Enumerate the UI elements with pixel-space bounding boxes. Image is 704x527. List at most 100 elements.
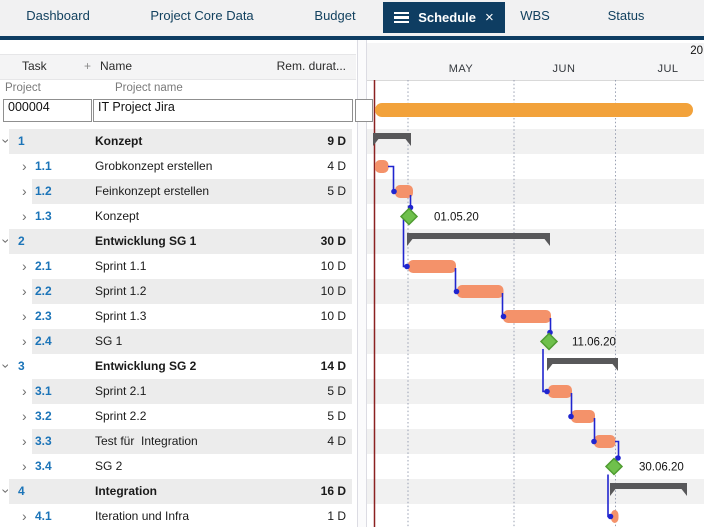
task-bar-2.3[interactable] — [503, 310, 551, 323]
task-id: 2.2 — [35, 284, 52, 298]
column-header-duration[interactable]: Rem. durat... — [276, 59, 346, 73]
task-bar-2.2[interactable] — [457, 285, 504, 298]
task-name: Entwicklung SG 1 — [95, 234, 197, 248]
duration-filter-input[interactable] — [355, 99, 373, 122]
gantt-month-label-may: MAY — [448, 63, 474, 75]
tab-status[interactable]: Status — [607, 8, 645, 23]
gantt-row-band — [367, 129, 704, 154]
task-row-1[interactable]: › 1 Konzept 9 D — [0, 129, 356, 154]
expand-icon[interactable]: › — [22, 158, 27, 174]
panel-splitter[interactable] — [357, 40, 367, 527]
tab-budget[interactable]: Budget — [314, 8, 356, 23]
task-name: SG 2 — [95, 459, 123, 473]
task-row-2.1[interactable]: › 2.1 Sprint 1.1 10 D — [0, 254, 356, 279]
task-row-3.2[interactable]: › 3.2 Sprint 2.2 5 D — [0, 404, 356, 429]
task-name: Konzept — [95, 209, 140, 223]
collapse-icon[interactable]: › — [0, 364, 14, 369]
expand-icon[interactable]: › — [22, 258, 27, 274]
task-row-3.3[interactable]: › 3.3 Test für Integration 4 D — [0, 429, 356, 454]
project-bar[interactable] — [375, 103, 693, 117]
task-row-1.3[interactable]: › 1.3 Konzept — [0, 204, 356, 229]
gantt-timeline-header: 20 MAY JUN JUL — [366, 43, 704, 81]
tab-project-core-data[interactable]: Project Core Data — [150, 8, 254, 23]
project-name-input[interactable]: IT Project Jira — [93, 99, 353, 122]
summary-bar-3[interactable] — [547, 358, 618, 371]
task-table: › 1 Konzept 9 D › 1.1 Grobkonzept erstellen 4 D… — [0, 129, 356, 527]
task-duration: 10 D — [320, 259, 346, 273]
task-bar-1.1[interactable] — [375, 160, 389, 173]
column-header-name[interactable]: Name — [100, 59, 133, 73]
milestone-icon-3.4[interactable] — [604, 457, 624, 476]
task-duration: 10 D — [320, 309, 346, 323]
task-id: 2.4 — [35, 334, 52, 348]
expand-icon[interactable]: › — [22, 333, 27, 349]
expand-icon[interactable]: › — [22, 508, 27, 524]
task-row-4.1[interactable]: › 4.1 Iteration und Infra 1 D — [0, 504, 356, 527]
task-duration: 5 D — [327, 184, 346, 198]
task-duration: 9 D — [327, 134, 346, 148]
column-header-task[interactable]: Task — [22, 59, 47, 73]
task-bar-2.1[interactable] — [408, 260, 456, 273]
task-row-1.1[interactable]: › 1.1 Grobkonzept erstellen 4 D — [0, 154, 356, 179]
collapse-icon[interactable]: › — [0, 139, 14, 144]
milestone-label: 01.05.20 — [434, 212, 479, 224]
gantt-chart: 01.05.20 11.06.20 30.06.20 — [373, 80, 693, 527]
summary-bar-2[interactable] — [407, 233, 550, 246]
expand-icon[interactable]: › — [22, 408, 27, 424]
task-row-1.2[interactable]: › 1.2 Feinkonzept erstellen 5 D — [0, 179, 356, 204]
task-row-2.2[interactable]: › 2.2 Sprint 1.2 10 D — [0, 279, 356, 304]
task-name: Iteration und Infra — [95, 509, 190, 523]
milestone-icon-1.3[interactable] — [399, 207, 419, 226]
task-id: 3.2 — [35, 409, 52, 423]
task-row-3[interactable]: › 3 Entwicklung SG 2 14 D — [0, 354, 356, 379]
expand-icon[interactable]: › — [22, 283, 27, 299]
expand-icon[interactable]: › — [22, 458, 27, 474]
tab-dashboard[interactable]: Dashboard — [26, 8, 90, 23]
task-row-4[interactable]: › 4 Integration 16 D — [0, 479, 356, 504]
task-duration: 30 D — [320, 234, 346, 248]
expand-icon[interactable]: › — [22, 433, 27, 449]
task-id: 2.1 — [35, 259, 52, 273]
row-highlight — [32, 179, 352, 204]
tab-bar: Dashboard Project Core Data Budget Sched… — [0, 0, 704, 36]
task-bar-1.2[interactable] — [395, 185, 413, 198]
row-highlight — [9, 479, 352, 504]
task-bar-3.3[interactable] — [594, 435, 616, 448]
close-tab-icon[interactable]: × — [485, 9, 494, 26]
task-id: 2 — [18, 234, 25, 248]
task-row-2[interactable]: › 2 Entwicklung SG 1 30 D — [0, 229, 356, 254]
task-id: 1.2 — [35, 184, 52, 198]
milestone-label: 11.06.20 — [572, 337, 616, 349]
connector-dot — [615, 455, 621, 461]
task-duration: 5 D — [327, 384, 346, 398]
task-duration: 4 D — [327, 434, 346, 448]
task-duration: 10 D — [320, 284, 346, 298]
task-bar-3.2[interactable] — [571, 410, 595, 423]
task-row-3.1[interactable]: › 3.1 Sprint 2.1 5 D — [0, 379, 356, 404]
collapse-icon[interactable]: › — [0, 239, 14, 244]
project-number-input[interactable]: 000004 — [3, 99, 92, 122]
expand-icon[interactable]: › — [22, 183, 27, 199]
tab-wbs[interactable]: WBS — [520, 8, 550, 23]
task-row-2.4[interactable]: › 2.4 SG 1 — [0, 329, 356, 354]
summary-bar-4[interactable] — [610, 483, 687, 496]
add-column-icon[interactable]: + — [84, 59, 92, 73]
expand-icon[interactable]: › — [22, 308, 27, 324]
milestone-icon-2.4[interactable] — [539, 332, 559, 351]
expand-icon[interactable]: › — [22, 383, 27, 399]
expand-icon[interactable]: › — [22, 208, 27, 224]
task-row-3.4[interactable]: › 3.4 SG 2 — [0, 454, 356, 479]
tab-schedule[interactable]: Schedule × — [383, 2, 505, 33]
task-id: 1 — [18, 134, 25, 148]
task-bar-4.1[interactable] — [611, 510, 619, 523]
collapse-icon[interactable]: › — [0, 489, 14, 494]
task-id: 4.1 — [35, 509, 52, 523]
task-name: Sprint 1.2 — [95, 284, 147, 298]
task-id: 2.3 — [35, 309, 52, 323]
task-row-2.3[interactable]: › 2.3 Sprint 1.3 10 D — [0, 304, 356, 329]
gantt-year-label: 20 — [690, 45, 703, 57]
filter-label-project: Project — [5, 82, 41, 94]
task-bar-3.1[interactable] — [548, 385, 572, 398]
summary-bar-1[interactable] — [373, 133, 411, 146]
menu-icon[interactable] — [394, 12, 410, 23]
